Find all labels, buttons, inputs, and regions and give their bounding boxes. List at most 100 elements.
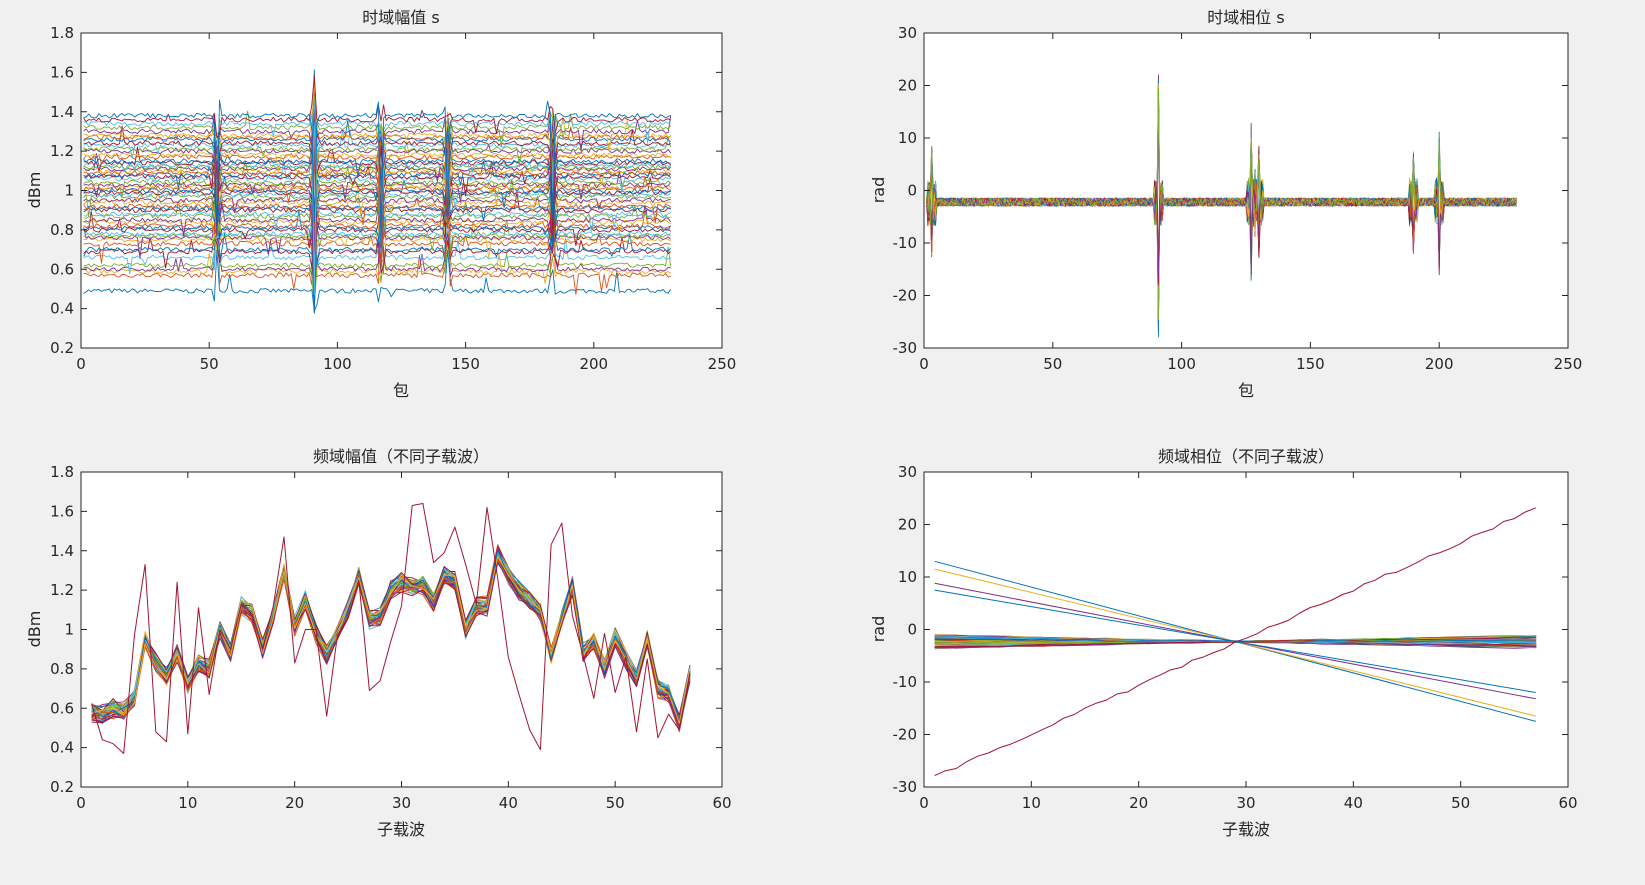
series-line-57 [83,99,671,249]
series-line-15 [83,210,672,313]
chart-title: 时域幅值 s [362,8,439,27]
series-line-28 [83,118,671,207]
x-tick-label: 40 [499,794,518,812]
series-line-24 [83,118,671,219]
x-tick-label: 20 [285,794,304,812]
series-line-22 [83,127,671,226]
rising-series-line [934,507,1536,777]
y-tick-label: 1.4 [50,103,74,121]
series-line-50 [934,638,1537,643]
y-tick-label: 1.2 [50,581,74,599]
x-tick-label: 0 [76,794,86,812]
y-axis-label: dBm [25,172,44,209]
x-tick-label: 50 [606,794,625,812]
y-tick-label: 0.6 [50,699,74,717]
x-tick-label: 200 [1425,355,1454,373]
series-line-36 [83,69,671,189]
series-line-8 [83,104,672,266]
y-tick-label: 1.6 [50,63,74,81]
y-tick-label: -10 [893,673,918,691]
y-tick-label: 10 [898,568,917,586]
series-line-40 [926,88,1517,225]
y-tick-label: 1.8 [50,24,74,42]
y-tick-label: 1 [64,182,74,200]
y-tick-label: 0.4 [50,739,74,757]
y-tick-label: -30 [893,778,918,796]
x-tick-label: 150 [451,355,480,373]
y-tick-label: 1.4 [50,542,74,560]
y-tick-label: -20 [893,287,918,305]
series-line-1 [83,249,672,312]
chart-title: 频域相位（不同子载波） [1158,447,1334,466]
tick-layer: 0 10 20 30 40 50 60 0.2 0.4 0.6 0.8 1 1.2 1.4 1.6 1.8 [50,463,731,812]
series-line-56 [83,75,671,139]
y-tick-label: 0.8 [50,221,74,239]
y-tick-label: 20 [898,77,917,95]
series-line-14 [83,112,671,249]
y-tick-label: 1.2 [50,142,74,160]
x-tick-label: 100 [323,355,352,373]
series-line-26 [83,116,671,217]
y-tick-label: 30 [898,24,917,42]
y-tick-label: 1 [64,621,74,639]
x-tick-label: 30 [1236,794,1255,812]
y-tick-label: 0 [907,621,917,639]
series-line-54 [83,96,672,147]
series-line-45 [91,555,691,725]
y-tick-label: 1.8 [50,463,74,481]
x-tick-label: 200 [579,355,608,373]
axes-background [924,33,1568,348]
x-tick-label: 60 [1558,794,1577,812]
y-tick-label: -20 [893,726,918,744]
y-tick-label: -30 [893,339,918,357]
x-tick-label: 150 [1296,355,1325,373]
y-tick-label: 0.2 [50,778,74,796]
series-line-16 [83,128,671,240]
x-axis-label: 子载波 [377,820,425,839]
series-line-39 [83,153,672,314]
outlier-series-line [91,503,691,754]
y-tick-label: 10 [898,129,917,147]
y-tick-label: -10 [893,234,918,252]
x-tick-label: 50 [1043,355,1062,373]
x-tick-label: 10 [1022,794,1041,812]
series-line-55 [83,110,671,296]
series-line-50 [83,76,671,157]
series-line-2 [83,145,671,296]
axes-background [81,472,722,787]
x-tick-label: 20 [1129,794,1148,812]
x-tick-label: 10 [178,794,197,812]
series-line-49 [934,636,1537,648]
series-line-30 [83,133,671,203]
time-phase-panel: 0 50 100 150 200 250 -30 -20 -10 0 10 20 30 时域相位 s 包… [869,8,1582,400]
series-line-45 [83,140,671,249]
series-line-5 [83,238,672,307]
series-line-47 [83,134,672,262]
y-tick-label: 0 [907,182,917,200]
series-line-32 [83,113,672,203]
series-line-42 [83,88,672,179]
y-tick-label: 0.4 [50,300,74,318]
x-tick-label: 60 [712,794,731,812]
series-line-43 [83,146,671,313]
y-tick-label: 20 [898,516,917,534]
tick-layer: 0 50 100 150 200 250 0.2 0.4 0.6 0.8 1 1.2 1.4 1.6 1.8 [50,24,736,373]
freq-amplitude-panel: 0 10 20 30 40 50 60 0.2 0.4 0.6 0.8 1 1.2 1.4 1.6 1.8 频… [25,447,732,839]
y-tick-label: 30 [898,463,917,481]
series-layer [934,507,1537,777]
x-tick-label: 0 [919,355,929,373]
x-tick-label: 0 [76,355,86,373]
x-tick-label: 0 [919,794,929,812]
chart-title: 时域相位 s [1207,8,1284,27]
series-line-44 [91,558,691,722]
freq-phase-panel: 0 10 20 30 40 50 60 -30 -20 -10 0 10 20 30 频域相位（不同子载波… [869,447,1578,839]
series-line-35 [91,548,691,716]
y-axis-label: rad [869,616,888,643]
series-line-34 [83,114,671,195]
series-line-52 [83,82,671,153]
series-line-53 [83,114,672,255]
series-line-37 [83,145,671,270]
tick-layer: 0 50 100 150 200 250 -30 -20 -10 0 10 20 30 [893,24,1583,373]
chart-title: 频域幅值（不同子载波） [313,447,489,466]
